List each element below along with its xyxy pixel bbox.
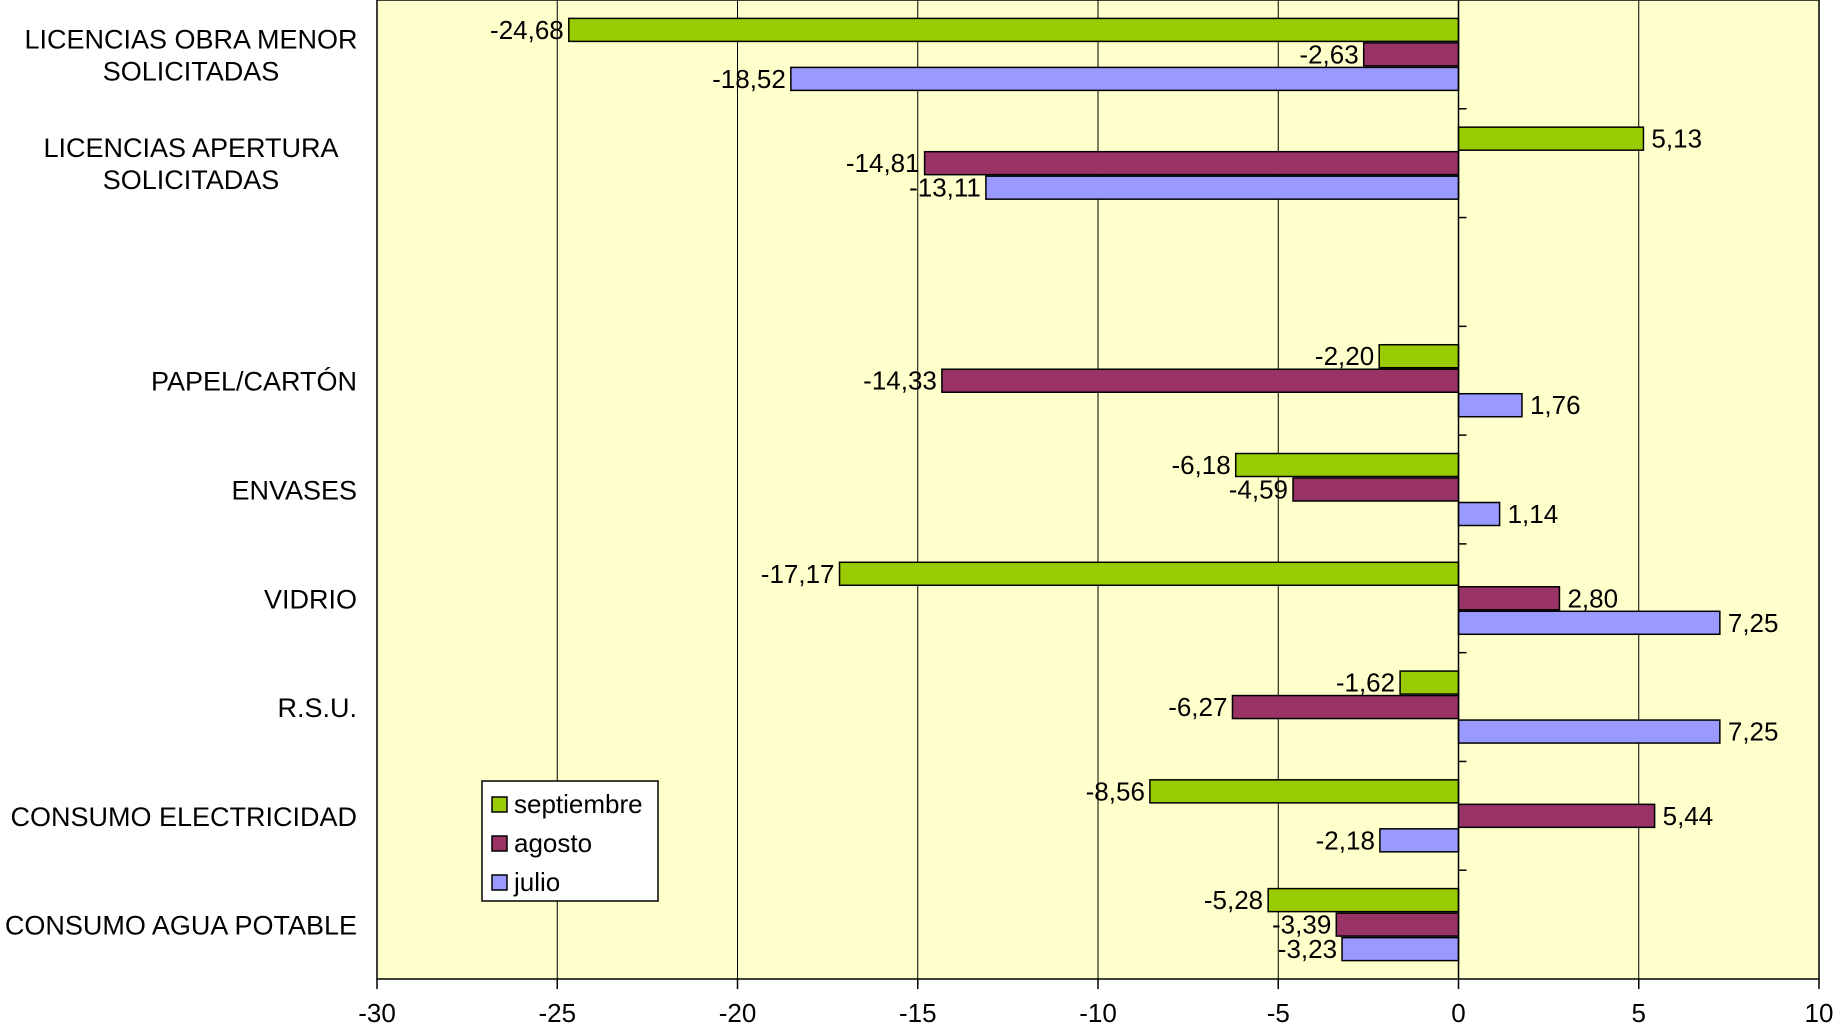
data-label: 5,44 [1663, 801, 1714, 831]
data-label: 5,13 [1651, 124, 1702, 154]
data-label: -17,17 [761, 559, 835, 589]
bar-agosto [1335, 912, 1460, 937]
bar-agosto [1292, 477, 1460, 502]
bar-septiembre [838, 561, 1460, 587]
data-label: -24,68 [490, 15, 564, 45]
data-label: 1,14 [1508, 499, 1559, 529]
x-tick-label: -20 [719, 998, 757, 1028]
x-axis: -30 -25 -20 -15 -10 -5 0 5 10 [358, 979, 1833, 1028]
bar-julio [1457, 610, 1721, 636]
data-label: -2,18 [1316, 825, 1375, 855]
bar-agosto [1362, 42, 1460, 67]
x-tick-label: -10 [1079, 998, 1117, 1028]
bar-julio [1457, 501, 1501, 527]
data-label: -14,81 [846, 148, 920, 178]
data-label: 7,25 [1728, 717, 1779, 747]
bar-septiembre [1399, 670, 1460, 695]
category-label: PAPEL/CARTÓN [151, 366, 357, 397]
bar-julio [985, 175, 1460, 200]
x-tick-label: -15 [899, 998, 937, 1028]
bar-septiembre [1149, 779, 1460, 804]
bar-septiembre [1457, 126, 1645, 151]
zero-axis [1457, 0, 1467, 979]
data-label: -6,27 [1168, 692, 1227, 722]
bars [568, 17, 1721, 962]
x-tick-label: 10 [1805, 998, 1834, 1028]
category-label: VIDRIO [264, 584, 357, 614]
bar-septiembre [568, 17, 1460, 43]
data-label: 7,25 [1728, 608, 1779, 638]
bar-septiembre [1267, 887, 1460, 913]
bar-julio [1457, 392, 1523, 418]
data-label: -3,39 [1272, 910, 1331, 940]
legend: septiembre agosto julio [481, 780, 659, 902]
data-label: -6,18 [1171, 450, 1230, 480]
bar-julio [1379, 828, 1460, 853]
category-label: CONSUMO AGUA POTABLE [5, 911, 357, 941]
bar-julio [790, 66, 1460, 92]
category-label: LICENCIAS OBRA MENOR SOLICITADAS [24, 24, 357, 86]
legend-label-agosto: agosto [514, 828, 592, 858]
legend-label-septiembre: septiembre [514, 789, 643, 819]
bar-agosto [1457, 803, 1656, 829]
category-label: ENVASES [231, 476, 357, 506]
bar-agosto [941, 368, 1460, 393]
data-label: 2,80 [1567, 583, 1618, 613]
bar-septiembre [1378, 343, 1460, 369]
x-tick-label: -5 [1267, 998, 1290, 1028]
data-labels: -24,68 -2,63 -18,52 5,13 -14,81-13,11 -2,20 -1… [490, 15, 1778, 964]
category-label: LICENCIAS APERTURA SOLICITADAS [43, 133, 338, 195]
bar-septiembre [1234, 452, 1460, 478]
data-label: -1,62 [1336, 668, 1395, 698]
data-label: -14,33 [863, 366, 937, 396]
category-label: R.S.U. [277, 693, 357, 723]
data-label: -18,52 [712, 64, 786, 94]
bar-agosto [1457, 586, 1561, 611]
data-label: -2,20 [1315, 341, 1374, 371]
legend-swatch-agosto [491, 835, 508, 852]
bar-agosto [1231, 694, 1460, 720]
data-label: -8,56 [1086, 776, 1145, 806]
x-tick-label: -30 [358, 998, 396, 1028]
category-label: CONSUMO ELECTRICIDAD [10, 802, 357, 832]
x-tick-label: 0 [1451, 998, 1465, 1028]
legend-label-julio: julio [513, 867, 560, 897]
x-tick-label: 5 [1632, 998, 1646, 1028]
data-label: -5,28 [1204, 885, 1263, 915]
data-label: -3,23 [1278, 934, 1337, 964]
bar-julio [1457, 719, 1721, 744]
category-labels: LICENCIAS OBRA MENOR SOLICITADAS LICENCIAS… [5, 24, 358, 940]
x-tick-label: -25 [538, 998, 576, 1028]
legend-swatch-julio [491, 874, 508, 891]
data-label: 1,76 [1530, 390, 1581, 420]
bar-agosto [923, 150, 1460, 176]
legend-box [481, 780, 659, 902]
data-label: -13,11 [909, 173, 981, 203]
legend-swatch-septiembre [491, 796, 508, 813]
data-label: -2,63 [1299, 39, 1358, 69]
data-label: -4,59 [1229, 475, 1288, 505]
bar-julio [1341, 936, 1460, 962]
